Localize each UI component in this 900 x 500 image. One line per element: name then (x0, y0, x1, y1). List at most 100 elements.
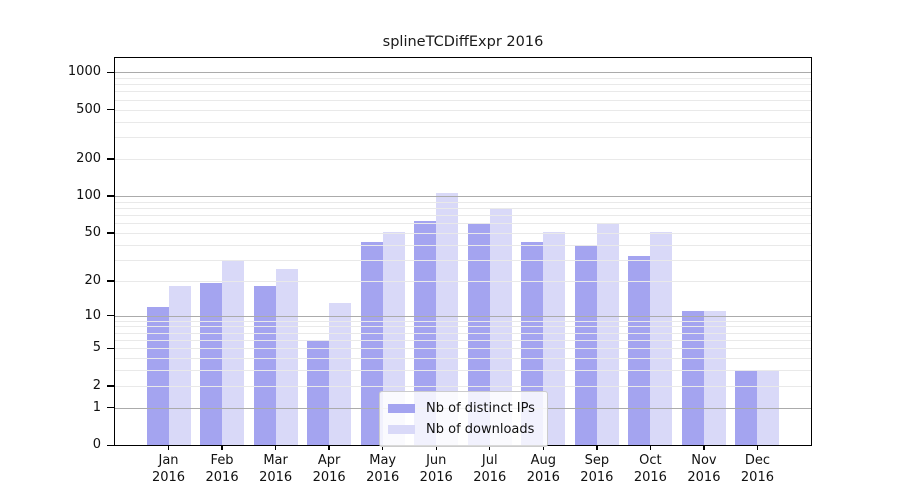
chart-title: splineTCDiffExpr 2016 (382, 34, 544, 50)
x-tick-mark (756, 445, 759, 450)
x-tick-year: 2016 (526, 469, 560, 485)
bar (757, 370, 780, 445)
x-tick-month: Jun (426, 453, 447, 468)
bar (574, 244, 597, 445)
y-tick-label: 500 (76, 101, 101, 117)
bar (436, 193, 459, 445)
x-tick-label: Dec 2016 (727, 453, 787, 486)
x-tick-year: 2016 (259, 469, 293, 485)
legend: Nb of distinct IPs Nb of downloads (379, 391, 548, 447)
y-tick-mark (107, 195, 114, 197)
x-tick-year: 2016 (633, 469, 667, 485)
x-tick-year: 2016 (740, 469, 774, 485)
y-tick-mark (107, 315, 114, 317)
bar (360, 242, 383, 445)
x-tick-label: Aug 2016 (513, 453, 573, 486)
y-tick-label: 20 (84, 272, 101, 288)
legend-swatch-downloads (388, 425, 415, 434)
x-tick-label: Oct 2016 (620, 453, 680, 486)
x-tick-month: Aug (530, 453, 556, 468)
legend-label-downloads: Nb of downloads (426, 422, 535, 437)
y-axis: 0 1 2 5 10 20 50 100 200 500 1000 (0, 58, 114, 452)
x-tick-month: Apr (317, 453, 341, 468)
y-tick-mark (107, 444, 114, 446)
x-tick-month: Dec (744, 453, 771, 468)
y-tick-mark (107, 158, 114, 160)
y-tick-label: 1 (92, 399, 101, 415)
y-tick-mark (107, 232, 114, 234)
x-tick-month: Jul (481, 453, 498, 468)
bar (329, 302, 352, 445)
x-tick-mark (703, 445, 705, 450)
y-tick-mark (107, 347, 114, 350)
y-tick-mark (107, 280, 114, 282)
legend-swatch-distinct-ips (388, 404, 415, 413)
x-tick-year: 2016 (419, 469, 453, 485)
x-tick-month: Mar (263, 453, 288, 468)
bar (275, 269, 298, 445)
x-tick-mark (542, 445, 544, 450)
x-tick-year: 2016 (473, 469, 507, 485)
x-tick-year: 2016 (151, 469, 186, 485)
plot-area: Nb of distinct IPs Nb of downloads (114, 57, 812, 447)
x-tick-label: Jul 2016 (460, 453, 520, 486)
y-tick-label: 100 (76, 187, 101, 203)
x-tick-mark (596, 445, 598, 450)
bar (307, 339, 330, 445)
x-tick-mark (489, 445, 491, 450)
y-tick-label: 200 (76, 150, 101, 166)
x-tick-month: Sep (584, 453, 610, 468)
x-tick-year: 2016 (205, 469, 239, 485)
x-axis: Jan 2016 Feb 2016 Mar 2016 Apr 2016 May 2016 Jun 20… (115, 445, 811, 497)
legend-row: Nb of downloads (388, 419, 535, 440)
x-tick-year: 2016 (687, 469, 721, 485)
legend-row: Nb of distinct IPs (388, 398, 535, 419)
y-tick-label: 50 (84, 224, 101, 240)
bar (168, 286, 191, 445)
y-tick-label: 2 (92, 377, 101, 393)
x-tick-label: May 2016 (353, 453, 413, 486)
x-tick-mark (167, 445, 170, 450)
x-tick-month: May (369, 453, 397, 468)
y-tick-label: 0 (92, 437, 101, 452)
x-tick-month: Jan (158, 453, 179, 468)
x-tick-label: Nov 2016 (674, 453, 734, 486)
x-tick-mark (381, 445, 384, 450)
x-tick-label: Mar 2016 (246, 453, 306, 486)
x-tick-year: 2016 (312, 469, 346, 485)
bar (596, 223, 619, 445)
x-tick-mark (328, 445, 330, 450)
y-tick-label: 10 (84, 307, 101, 323)
x-tick-label: Apr 2016 (299, 453, 359, 486)
bar (222, 259, 245, 445)
y-tick-mark (107, 71, 114, 74)
x-tick-mark (649, 445, 652, 450)
bar (146, 306, 169, 445)
bar (628, 256, 651, 445)
legend-label-distinct-ips: Nb of distinct IPs (426, 401, 535, 416)
bar (467, 223, 490, 445)
x-tick-mark (221, 445, 223, 450)
x-tick-year: 2016 (366, 469, 400, 485)
x-tick-mark (435, 445, 437, 450)
x-tick-label: Jan 2016 (139, 453, 199, 486)
x-tick-month: Oct (639, 453, 662, 468)
x-tick-month: Nov (691, 453, 717, 468)
x-tick-label: Feb 2016 (192, 453, 252, 486)
x-tick-mark (274, 445, 277, 450)
x-tick-month: Feb (210, 453, 234, 468)
y-tick-mark (107, 109, 114, 111)
y-tick-mark (107, 385, 114, 387)
bars-layer (115, 58, 811, 445)
y-tick-label: 5 (92, 340, 101, 356)
bar (703, 310, 726, 445)
x-tick-label: Sep 2016 (567, 453, 627, 486)
bar (735, 370, 758, 445)
bar (253, 286, 276, 445)
x-tick-label: Jun 2016 (406, 453, 466, 486)
y-tick-label: 1000 (67, 64, 101, 80)
x-tick-year: 2016 (580, 469, 614, 485)
bar (681, 310, 704, 445)
bar (650, 231, 673, 445)
